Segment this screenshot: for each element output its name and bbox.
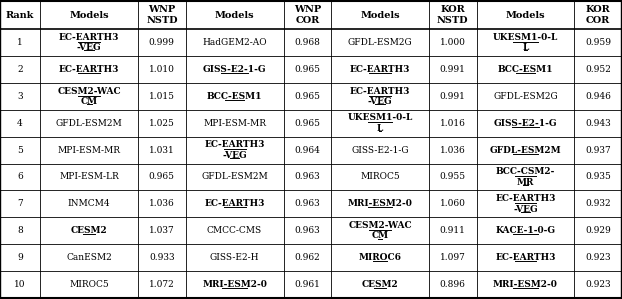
Text: 0.961: 0.961 [294,280,320,289]
Text: Models: Models [360,10,400,19]
Text: 0.946: 0.946 [585,92,611,101]
Text: 1.036: 1.036 [440,146,466,155]
Text: 0.943: 0.943 [585,119,611,128]
Text: GFDL-ESM2G: GFDL-ESM2G [493,92,558,101]
Text: BCC-ESM1: BCC-ESM1 [207,92,262,101]
Text: 0.964: 0.964 [294,146,320,155]
Text: GFDL-ESM2M: GFDL-ESM2M [201,173,268,181]
Text: 1.025: 1.025 [149,119,175,128]
Text: 1: 1 [17,38,23,47]
Text: 0.991: 0.991 [440,65,466,74]
Text: CESM2-WAC
CM: CESM2-WAC CM [57,86,121,106]
Text: 0.965: 0.965 [294,65,320,74]
Text: MRI-ESM2-0: MRI-ESM2-0 [348,199,412,208]
Text: 1.016: 1.016 [440,119,466,128]
Text: CESM2: CESM2 [361,280,399,289]
Text: 3: 3 [17,92,23,101]
Text: Models: Models [215,10,254,19]
Text: BCC-CSM2-
MR: BCC-CSM2- MR [496,167,555,187]
Text: CESM2: CESM2 [71,226,108,235]
Text: MIROC5: MIROC5 [69,280,109,289]
Text: 4: 4 [17,119,23,128]
Text: 6: 6 [17,173,23,181]
Text: KOR
NSTD: KOR NSTD [437,5,468,25]
Text: 0.933: 0.933 [149,253,175,262]
Text: 0.962: 0.962 [294,253,320,262]
Text: 1.072: 1.072 [149,280,175,289]
Text: CESM2-WAC
CM: CESM2-WAC CM [348,221,412,240]
Text: 0.965: 0.965 [294,119,320,128]
Text: 0.963: 0.963 [294,226,320,235]
Text: EC-EARTH3
-VEG: EC-EARTH3 -VEG [495,194,556,213]
Text: EC-EARTH3
-VEG: EC-EARTH3 -VEG [59,33,119,52]
Text: Rank: Rank [6,10,34,19]
Text: 5: 5 [17,146,23,155]
Text: GFDL-ESM2M: GFDL-ESM2M [490,146,561,155]
Text: 0.999: 0.999 [149,38,175,47]
Text: MRI-ESM2-0: MRI-ESM2-0 [493,280,558,289]
Text: 8: 8 [17,226,23,235]
Text: UKESM1-0-L
L: UKESM1-0-L L [493,33,558,52]
Text: 7: 7 [17,199,23,208]
Text: 0.952: 0.952 [585,65,611,74]
Text: 0.896: 0.896 [440,280,466,289]
Text: MPI-ESM-LR: MPI-ESM-LR [59,173,119,181]
Text: MIROC5: MIROC5 [360,173,400,181]
Text: 0.937: 0.937 [585,146,611,155]
Text: 0.965: 0.965 [149,173,175,181]
Text: KOR
COR: KOR COR [586,5,611,25]
Text: 0.955: 0.955 [440,173,466,181]
Text: EC-EARTH3: EC-EARTH3 [204,199,265,208]
Text: INMCM4: INMCM4 [68,199,110,208]
Text: EC-EARTH3: EC-EARTH3 [350,65,411,74]
Text: BCC-ESM1: BCC-ESM1 [498,65,553,74]
Text: 1.036: 1.036 [149,199,175,208]
Text: 1.037: 1.037 [149,226,175,235]
Text: 0.923: 0.923 [585,280,611,289]
Text: 1.015: 1.015 [149,92,175,101]
Text: HadGEM2-AO: HadGEM2-AO [202,38,267,47]
Text: GFDL-ESM2G: GFDL-ESM2G [348,38,412,47]
Text: Models: Models [506,10,545,19]
Text: 0.935: 0.935 [585,173,611,181]
Text: MPI-ESM-MR: MPI-ESM-MR [203,119,266,128]
Text: 0.963: 0.963 [294,173,320,181]
Text: CanESM2: CanESM2 [66,253,112,262]
Text: GFDL-ESM2M: GFDL-ESM2M [56,119,123,128]
Text: CMCC-CMS: CMCC-CMS [207,226,262,235]
Text: 0.991: 0.991 [440,92,466,101]
Text: KACE-1-0-G: KACE-1-0-G [496,226,555,235]
Text: GISS-E2-1-G: GISS-E2-1-G [351,146,409,155]
Text: EC-EARTH3
-VEG: EC-EARTH3 -VEG [204,140,265,160]
Text: UKESM1-0-L
L: UKESM1-0-L L [347,113,413,133]
Text: MPI-ESM-MR: MPI-ESM-MR [58,146,121,155]
Text: 0.911: 0.911 [440,226,466,235]
Text: GISS-E2-1-G: GISS-E2-1-G [494,119,557,128]
Text: WNP
COR: WNP COR [294,5,321,25]
Text: 2: 2 [17,65,23,74]
Text: Models: Models [69,10,109,19]
Text: 0.923: 0.923 [585,253,611,262]
Text: 0.963: 0.963 [294,199,320,208]
Text: 1.060: 1.060 [440,199,466,208]
Text: 1.031: 1.031 [149,146,175,155]
Text: 0.959: 0.959 [585,38,611,47]
Text: 10: 10 [14,280,26,289]
Text: 0.965: 0.965 [294,92,320,101]
Text: 0.932: 0.932 [585,199,611,208]
Text: 0.929: 0.929 [585,226,611,235]
Text: GISS-E2-H: GISS-E2-H [210,253,259,262]
Text: EC-EARTH3
-VEG: EC-EARTH3 -VEG [350,86,411,106]
Text: 9: 9 [17,253,23,262]
Text: WNP
NSTD: WNP NSTD [146,5,177,25]
Text: 0.968: 0.968 [294,38,320,47]
Text: 1.000: 1.000 [440,38,466,47]
Text: GISS-E2-1-G: GISS-E2-1-G [203,65,266,74]
Text: 1.097: 1.097 [440,253,466,262]
Text: EC-EARTH3: EC-EARTH3 [59,65,119,74]
Text: 1.010: 1.010 [149,65,175,74]
Text: MRI-ESM2-0: MRI-ESM2-0 [202,280,267,289]
Text: EC-EARTH3: EC-EARTH3 [495,253,556,262]
Text: MIROC6: MIROC6 [358,253,402,262]
